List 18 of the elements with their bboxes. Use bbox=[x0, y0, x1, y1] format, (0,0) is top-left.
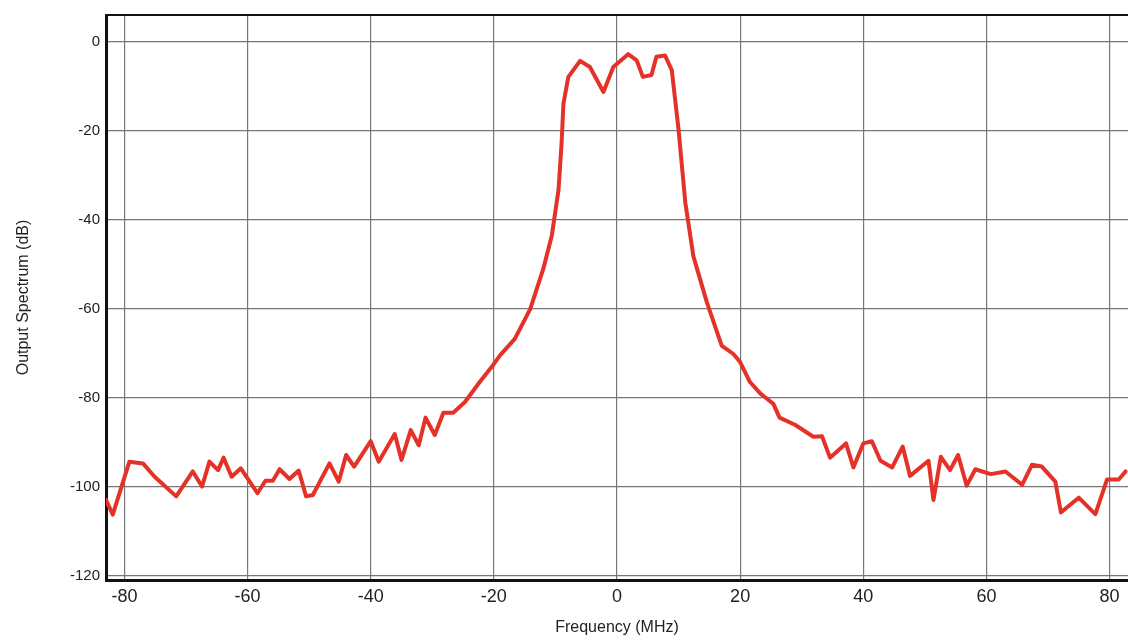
x-tick-label: -80 bbox=[111, 585, 138, 606]
x-tick-label: -40 bbox=[357, 585, 384, 606]
x-tick-label: 20 bbox=[730, 585, 751, 606]
y-tick-label: -40 bbox=[78, 209, 100, 227]
y-tick-label: -100 bbox=[69, 476, 100, 494]
y-axis-title: Output Spectrum (dB) bbox=[14, 219, 32, 376]
y-tick-label: -20 bbox=[78, 120, 100, 138]
x-tick-label: 40 bbox=[853, 585, 874, 606]
x-tick-label: 0 bbox=[611, 585, 623, 606]
x-axis-title: Frequency (MHz) bbox=[555, 617, 679, 635]
x-tick-label: -20 bbox=[480, 585, 507, 606]
x-tick-label: 60 bbox=[976, 585, 997, 606]
y-tick-label: -60 bbox=[78, 298, 100, 316]
y-tick-label: -80 bbox=[78, 387, 100, 405]
x-tick-label: 80 bbox=[1099, 585, 1120, 606]
y-tick-label: -120 bbox=[69, 565, 100, 583]
x-tick-label: -60 bbox=[234, 585, 261, 606]
y-tick-label: 0 bbox=[91, 31, 100, 49]
